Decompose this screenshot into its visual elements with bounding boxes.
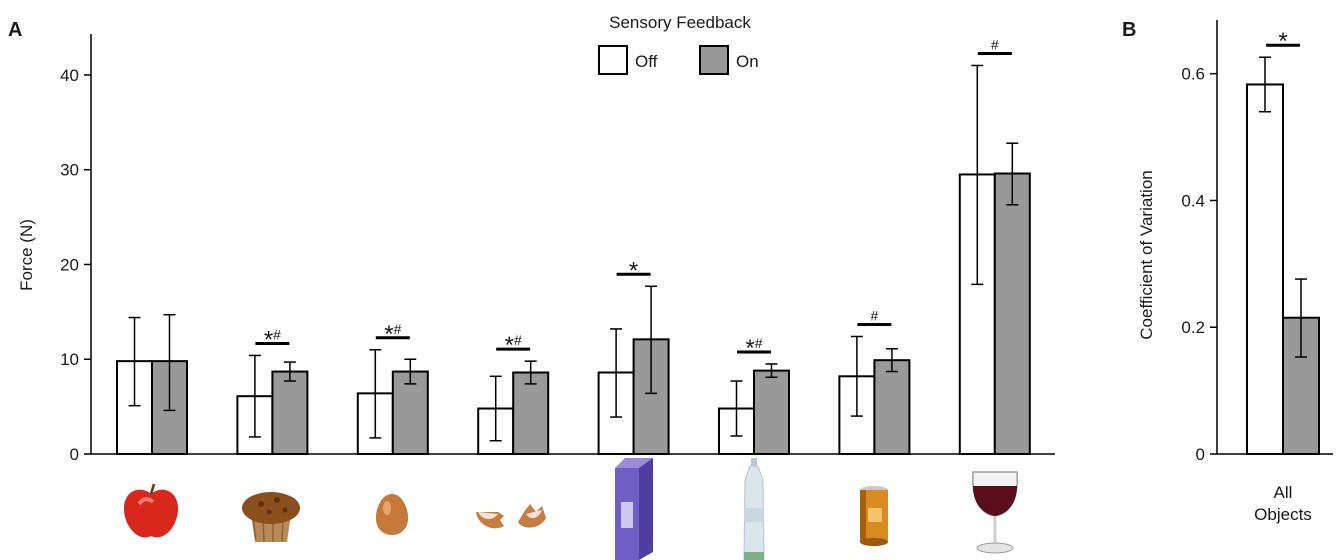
object-pictures (123, 458, 1018, 560)
cv-chart: 0 0.2 0.4 0.6 Coefficient of Variation * All Ob… (1137, 20, 1333, 524)
category-label: All (1274, 483, 1293, 502)
bar-on (753, 369, 790, 455)
soda-can-icon (860, 486, 888, 546)
bar-on (512, 371, 550, 455)
significance-label: # (991, 36, 999, 52)
apple-icon (123, 483, 179, 538)
wine-glass-icon (972, 471, 1018, 554)
y-tick-label: 0.2 (1181, 318, 1205, 337)
significance-label: *# (384, 321, 401, 348)
y-tick-label: 40 (60, 66, 79, 85)
significance-label: *# (745, 335, 762, 362)
force-chart: 0 10 20 30 40 Force (N) *# *# *# * *# # # (17, 34, 1055, 464)
significance-label: # (871, 307, 879, 323)
bar-on (993, 172, 1031, 455)
y-axis-label: Coefficient of Variation (1137, 170, 1156, 339)
water-bottle-icon (743, 458, 765, 560)
y-tick-label: 20 (60, 255, 79, 274)
panel-b-letter: B (1122, 19, 1136, 41)
legend: Sensory Feedback Off On (598, 13, 759, 75)
bar-off (1246, 83, 1284, 456)
y-tick-label: 0.4 (1181, 191, 1205, 210)
y-tick-label: 0 (1196, 445, 1205, 464)
y-tick-label: 0 (70, 445, 79, 464)
significance-label: *# (264, 326, 281, 353)
significance-label: *# (505, 332, 522, 359)
legend-swatch-on (699, 45, 729, 75)
y-tick-label: 30 (60, 161, 79, 180)
y-tick-label: 0.6 (1181, 65, 1205, 84)
legend-label-off: Off (635, 52, 658, 71)
bar-on (271, 370, 309, 455)
legend-label-on: On (736, 52, 759, 71)
legend-swatch-off (598, 45, 628, 75)
category-label: Objects (1254, 505, 1312, 524)
significance-label: * (629, 257, 638, 284)
eggshell-icon (476, 504, 546, 529)
significance-label: * (1278, 28, 1287, 55)
y-axis-label: Force (N) (17, 219, 36, 291)
milk-carton-icon (615, 458, 653, 560)
egg-icon (375, 494, 409, 535)
legend-title: Sensory Feedback (609, 13, 751, 32)
bar-on (391, 370, 429, 455)
bar-on (873, 359, 911, 455)
panel-a-letter: A (8, 19, 22, 41)
muffin-icon (242, 492, 300, 543)
y-tick-label: 10 (60, 350, 79, 369)
